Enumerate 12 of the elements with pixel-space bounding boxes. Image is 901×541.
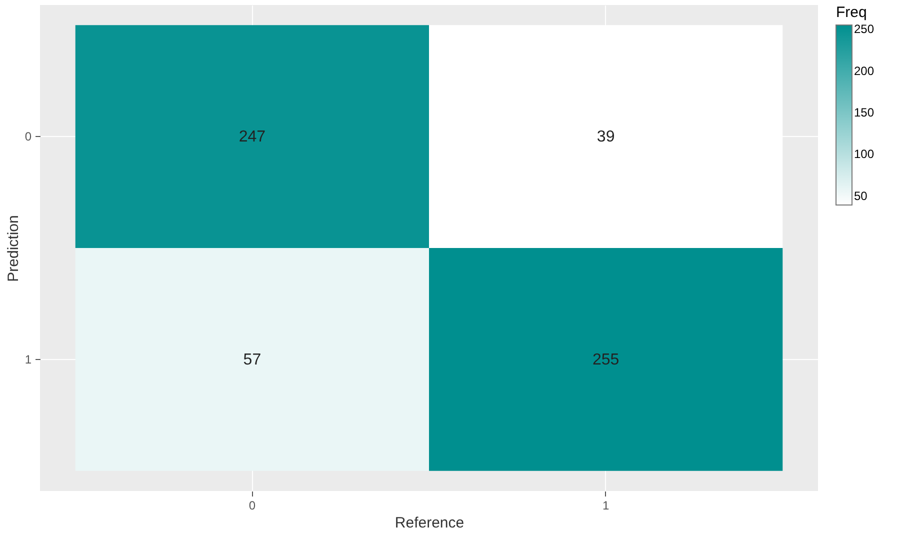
color-bar-label: 100	[854, 147, 874, 162]
data-label: 255	[592, 351, 620, 368]
legend-title: Freq	[836, 4, 867, 21]
color-bar-label: 50	[854, 188, 868, 203]
x-axis-title: Reference	[394, 514, 464, 532]
color-bar-label: 150	[854, 106, 874, 120]
data-label: 57	[243, 351, 262, 368]
y-axis-title: Prediction	[4, 215, 22, 282]
data-label: 247	[238, 128, 266, 146]
color-bar-label: 200	[854, 64, 874, 78]
color-bar-label: 250	[854, 22, 874, 36]
data-label: 39	[596, 128, 615, 146]
